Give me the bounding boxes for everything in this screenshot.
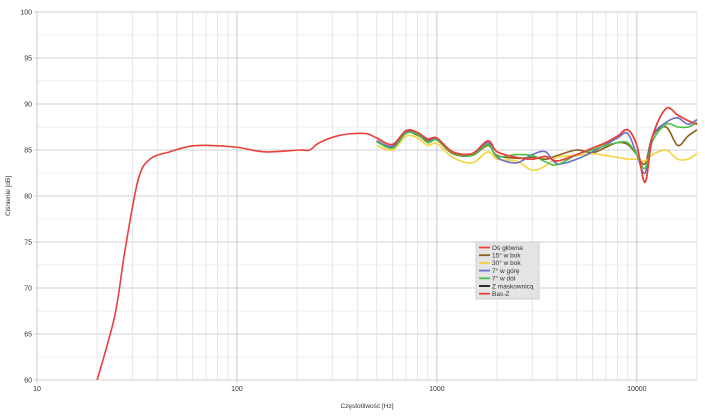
legend-entry: Bas-Z (492, 291, 509, 298)
legend-entry: Oś główna (492, 245, 523, 252)
y-tick-label: 75 (24, 240, 32, 247)
x-tick-label: 1000 (429, 386, 445, 393)
tick-labels: 60 65 70 75 80 85 90 95 100 10 100 1000 10000 (20, 10, 646, 394)
grid (34, 11, 698, 383)
series-line-2 (376, 134, 698, 172)
x-axis-label: Częstotliwość [Hz] (340, 403, 393, 410)
legend-entry: 30° w bok (492, 259, 521, 267)
y-tick-label: 70 (24, 286, 32, 293)
series-line-6 (96, 106, 698, 381)
y-tick-label: 95 (24, 56, 32, 63)
x-tick-label: 10000 (627, 386, 647, 393)
legend-entry: Z maskownicą (492, 283, 534, 290)
y-axis-label: Ciśnienie [dB] (5, 176, 12, 216)
series-line-0 (376, 106, 698, 184)
legend-entry: 15° w bok (492, 252, 521, 260)
legend-entry: 7° w górę (492, 267, 520, 275)
y-tick-label: 65 (24, 332, 32, 339)
legend-entry: 7° w dół (492, 275, 516, 283)
y-tick-label: 100 (20, 10, 32, 17)
y-tick-label: 80 (24, 194, 32, 201)
x-tick-label: 10 (33, 386, 41, 393)
y-tick-label: 60 (24, 378, 32, 385)
y-tick-label: 85 (24, 148, 32, 155)
y-tick-label: 90 (24, 102, 32, 109)
series-lines (96, 106, 698, 381)
x-tick-label: 100 (231, 386, 243, 393)
